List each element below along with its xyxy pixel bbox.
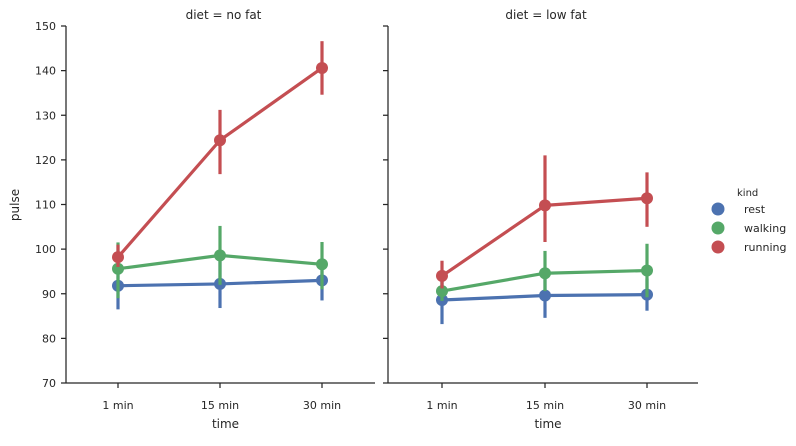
data-point-running: [214, 134, 226, 147]
legend-marker-running: [711, 240, 725, 254]
x-tick-label: 30 min: [628, 399, 666, 412]
data-point-rest: [539, 289, 551, 302]
legend-label-running: running: [744, 241, 786, 254]
panel-title: diet = low fat: [505, 8, 587, 22]
legend-marker-walking: [711, 221, 725, 235]
data-point-walking: [539, 267, 551, 280]
y-tick-label: 80: [42, 332, 56, 345]
x-tick-label: 1 min: [102, 399, 133, 412]
legend-marker-rest: [711, 202, 725, 216]
x-tick-label: 15 min: [526, 399, 564, 412]
data-point-walking: [436, 285, 448, 298]
y-tick-label: 120: [35, 154, 56, 167]
panel-title: diet = no fat: [186, 8, 262, 22]
data-point-walking: [214, 249, 226, 262]
data-point-running: [316, 61, 328, 74]
data-point-walking: [316, 258, 328, 271]
x-tick-label: 1 min: [426, 399, 457, 412]
y-axis-label: pulse: [8, 189, 22, 221]
data-point-running: [641, 192, 653, 205]
y-tick-label: 130: [35, 109, 56, 122]
x-axis-label: time: [212, 417, 239, 431]
x-axis-label: time: [534, 417, 561, 431]
legend-label-rest: rest: [744, 203, 766, 216]
data-point-running: [112, 251, 124, 264]
data-point-running: [539, 199, 551, 212]
y-tick-label: 110: [35, 199, 56, 212]
y-tick-label: 100: [35, 243, 56, 256]
data-point-running: [436, 269, 448, 282]
y-tick-label: 140: [35, 65, 56, 78]
data-point-walking: [641, 264, 653, 277]
y-tick-label: 90: [42, 288, 56, 301]
y-tick-label: 150: [35, 20, 56, 33]
x-tick-label: 15 min: [201, 399, 239, 412]
data-point-walking: [112, 262, 124, 275]
legend-label-walking: walking: [744, 222, 786, 235]
y-tick-label: 70: [42, 377, 56, 390]
legend-title: kind: [737, 188, 758, 199]
x-tick-label: 30 min: [303, 399, 341, 412]
